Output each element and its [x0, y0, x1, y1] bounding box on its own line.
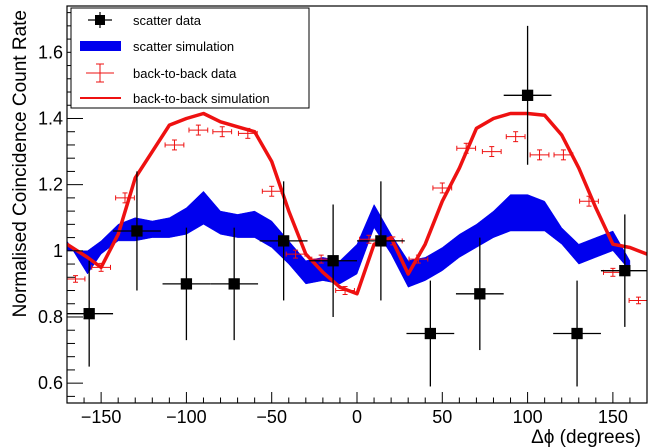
- back-to-back-data-point: [285, 249, 306, 259]
- legend-entry: back-to-back simulation: [80, 91, 270, 106]
- back-to-back-data-point: [67, 275, 86, 283]
- scatter-data-marker: [327, 255, 339, 267]
- x-tick-label: 0: [352, 407, 362, 427]
- scatter-data-point: [503, 25, 552, 165]
- legend-marker-scatter-data: [95, 15, 105, 25]
- scatter-data-point: [309, 204, 357, 317]
- back-to-back-data-point: [432, 182, 453, 194]
- scatter-data-marker: [619, 265, 631, 277]
- scatter-data-marker: [277, 235, 290, 247]
- legend-marker-back-to-back-data: [86, 63, 114, 83]
- scatter-data-point: [357, 181, 405, 301]
- back-to-back-simulation-line: [67, 111, 647, 296]
- plot-series: [67, 25, 647, 387]
- back-to-back-data-point: [603, 267, 623, 277]
- legend: scatter data scatter simulation back-to-ba…: [70, 7, 310, 109]
- scatter-data-point: [600, 214, 647, 327]
- y-tick-label: 1.6: [38, 42, 63, 62]
- back-to-back-data-point: [481, 146, 502, 158]
- legend-label: scatter data: [133, 13, 202, 28]
- scatter-data-marker: [375, 235, 387, 247]
- back-to-back-data-point: [91, 262, 111, 272]
- scatter-data-point: [162, 227, 211, 341]
- scatter-data-marker: [521, 89, 534, 101]
- x-tick-label: 100: [513, 407, 543, 427]
- x-tick-label: −50: [256, 407, 287, 427]
- back-to-back-data-point: [505, 131, 526, 143]
- legend-marker-scatter-simulation: [80, 41, 121, 51]
- y-axis-label: Normalised Coincidence Count Rate: [10, 10, 31, 317]
- y-tick-label: 1.2: [38, 175, 63, 195]
- x-tick-label: −150: [81, 407, 122, 427]
- scatter-data-point: [553, 280, 601, 387]
- x-tick-label: 150: [598, 407, 628, 427]
- legend-label: back-to-back data: [133, 66, 237, 81]
- x-axis-label: Δϕ (degrees): [531, 427, 641, 447]
- back-to-back-data-point: [164, 139, 185, 151]
- back-to-back-data-point: [188, 124, 209, 136]
- scatter-data-marker: [83, 308, 95, 320]
- y-tick-label: 0.8: [38, 307, 63, 327]
- y-tick-label: 0.6: [38, 373, 63, 393]
- scatter-data-point: [259, 181, 308, 301]
- legend-entry: scatter data: [88, 12, 202, 28]
- legend-label: back-to-back simulation: [133, 91, 270, 106]
- back-to-back-data-point: [553, 149, 574, 161]
- back-to-back-data-point: [529, 149, 550, 161]
- back-to-back-data-point: [408, 254, 429, 264]
- back-to-back-data-point: [335, 286, 355, 295]
- scatter-data-marker: [180, 278, 193, 290]
- scatter-data-marker: [571, 327, 583, 340]
- scatter-simulation-band: [67, 190, 631, 288]
- scatter-data-marker: [424, 327, 437, 340]
- scatter-data-marker: [474, 288, 486, 300]
- back-to-back-data-point: [261, 185, 282, 197]
- back-to-back-data-point: [579, 195, 599, 207]
- back-to-back-data-point: [628, 296, 647, 305]
- axes: −150 −100 −50 0 50 100 150 0.6 0.8 1 1.2 1.4 1.6: [38, 12, 648, 427]
- scatter-data-point: [406, 280, 455, 387]
- y-tick-label: 1.4: [38, 108, 63, 128]
- scatter-data-point: [455, 237, 504, 351]
- x-tick-label: 50: [432, 407, 452, 427]
- back-to-back-data-point: [456, 142, 477, 154]
- scatter-data-point: [67, 260, 114, 367]
- scatter-data-point: [210, 227, 259, 341]
- back-to-back-data-point: [115, 192, 135, 204]
- legend-label: scatter simulation: [133, 39, 234, 54]
- scatter-data-marker: [228, 278, 240, 290]
- legend-entry: scatter simulation: [80, 39, 234, 54]
- plot-area: [67, 25, 647, 387]
- x-tick-label: −100: [166, 407, 207, 427]
- scatter-data-point: [113, 171, 161, 291]
- scatter-data-marker: [131, 225, 143, 237]
- legend-entry: back-to-back data: [86, 63, 237, 83]
- back-to-back-data-point: [237, 127, 258, 139]
- y-tick-label: 1: [53, 241, 63, 261]
- legend-box: [70, 7, 310, 109]
- back-to-back-data-point: [212, 126, 233, 138]
